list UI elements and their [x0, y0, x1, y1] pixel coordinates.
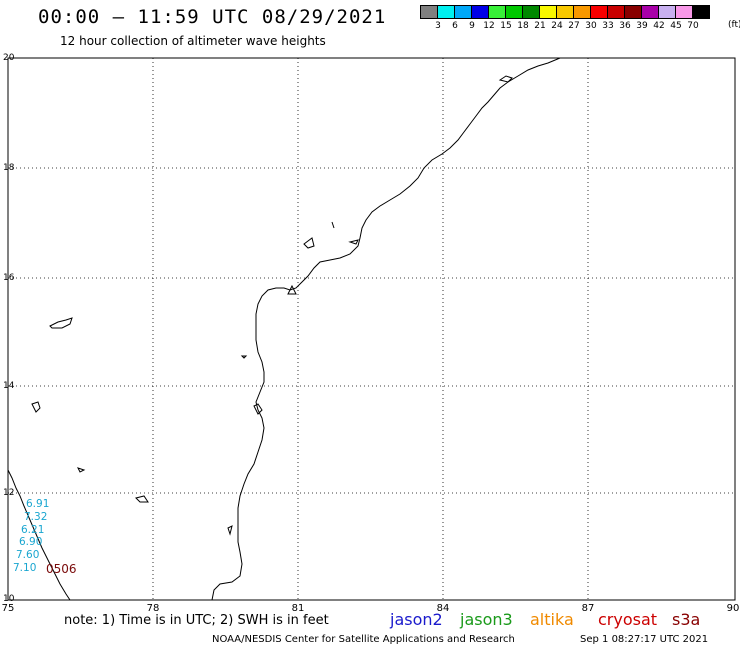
legend-label: 39	[636, 21, 648, 31]
page-title: 00:00 – 11:59 UTC 08/29/2021	[38, 6, 387, 28]
island-1	[49, 317, 73, 329]
legend-label: 33	[602, 21, 614, 31]
swh-value: 6.90	[19, 536, 43, 548]
swh-value: 6.91	[26, 498, 50, 510]
swh-value: 7.32	[24, 511, 48, 523]
island-2	[31, 401, 41, 413]
island-5	[303, 237, 315, 249]
lon-label-75: 75	[1, 603, 15, 614]
lat-label-20: 20	[3, 53, 15, 63]
swh-value: 6.21	[21, 524, 45, 536]
legend-label: 18	[517, 21, 529, 31]
legend-swatch	[692, 5, 710, 19]
satellite-label-cryosat: cryosat	[598, 610, 658, 629]
coastline	[211, 57, 561, 601]
color-legend	[420, 5, 710, 19]
satellite-label-s3a: s3a	[672, 610, 701, 629]
legend-label: 70	[687, 21, 699, 31]
legend-label: 12	[483, 21, 495, 31]
coastline-south	[7, 469, 71, 601]
island-11	[253, 403, 263, 415]
legend-label: 45	[670, 21, 682, 31]
plot-frame	[7, 57, 736, 601]
island-8	[287, 284, 297, 295]
legend-unit: (ft)	[728, 20, 740, 30]
lon-label-84: 84	[436, 603, 450, 614]
generated-timestamp: Sep 1 08:27:17 UTC 2021	[580, 634, 709, 645]
island-4	[135, 495, 149, 503]
legend-label: 30	[585, 21, 597, 31]
page-subtitle: 12 hour collection of altimeter wave hei…	[60, 34, 326, 48]
satellite-label-jason3: jason3	[460, 610, 513, 629]
island-12	[227, 525, 233, 536]
grid-lines	[8, 58, 735, 600]
legend-label: 6	[452, 21, 458, 31]
legend-label: 36	[619, 21, 631, 31]
footer-note: note: 1) Time is in UTC; 2) SWH is in fe…	[64, 613, 329, 628]
credit-line: NOAA/NESDIS Center for Satellite Applica…	[212, 634, 515, 645]
satellite-label-altika: altika	[530, 610, 574, 629]
legend-label: 24	[551, 21, 563, 31]
pass-id-label: 0506	[46, 562, 77, 576]
legend-label: 3	[435, 21, 441, 31]
lat-label-12: 12	[3, 488, 15, 498]
lon-label-87: 87	[581, 603, 595, 614]
lon-label-81: 81	[291, 603, 305, 614]
lat-label-18: 18	[3, 163, 15, 173]
legend-label: 15	[500, 21, 512, 31]
legend-label: 27	[568, 21, 580, 31]
legend-label: 9	[469, 21, 475, 31]
lon-label-90: 90	[726, 603, 740, 614]
lat-label-14: 14	[3, 381, 15, 391]
swh-value: 7.10	[13, 562, 37, 574]
island-3	[77, 467, 86, 473]
lat-label-16: 16	[3, 273, 15, 283]
swh-value: 7.60	[16, 549, 40, 561]
lon-label-78: 78	[146, 603, 160, 614]
satellite-label-jason2: jason2	[390, 610, 443, 629]
island-7	[331, 221, 335, 229]
island-10	[240, 355, 248, 359]
legend-label: 21	[534, 21, 546, 31]
island-9	[498, 75, 513, 83]
legend-label: 42	[653, 21, 665, 31]
lat-label-10: 10	[3, 594, 15, 604]
island-6	[348, 239, 359, 245]
